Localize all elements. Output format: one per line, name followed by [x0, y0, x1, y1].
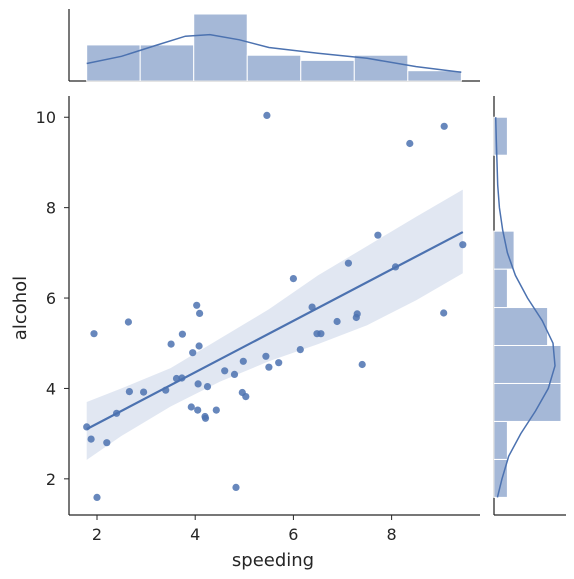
data-point: [344, 259, 352, 267]
data-point: [196, 309, 204, 317]
marginal-y-bar: [493, 382, 562, 422]
data-point: [440, 122, 448, 130]
data-point: [189, 349, 197, 357]
data-point: [194, 406, 202, 414]
marginal-x-bar: [407, 70, 462, 82]
marginal-y-bar: [493, 420, 508, 460]
data-point: [93, 493, 101, 501]
data-point: [262, 352, 270, 360]
x-tick-label: 4: [190, 525, 200, 544]
data-point: [406, 139, 414, 148]
marginal-y-histogram: [493, 116, 562, 498]
data-point: [232, 483, 240, 491]
data-point: [459, 241, 467, 249]
marginal-x-kde-curve: [86, 33, 462, 73]
data-point: [265, 363, 273, 371]
marginal-x-bar: [353, 54, 409, 82]
data-point: [187, 403, 195, 411]
data-point: [125, 388, 133, 396]
data-point: [140, 388, 148, 396]
x-tick-label: 8: [387, 525, 397, 544]
y-tick-label: 2: [46, 470, 56, 489]
x-tick-label: 2: [92, 525, 102, 544]
y-tick-label: 10: [36, 108, 56, 127]
marginal-x-histogram: [86, 13, 462, 82]
marginal-x-bar: [86, 44, 141, 82]
data-point: [87, 435, 95, 443]
data-point: [193, 301, 201, 309]
data-point: [212, 406, 220, 414]
x-axis-ticks: 2 4 6 8: [92, 515, 397, 544]
marginal-y-bar: [493, 307, 549, 347]
data-point: [263, 111, 271, 119]
marginal-x-bar: [246, 54, 302, 82]
data-point: [178, 330, 186, 338]
y-tick-label: 4: [46, 379, 56, 398]
data-point: [242, 393, 250, 401]
data-point: [194, 380, 202, 388]
marginal-y-bar: [493, 268, 508, 309]
y-axis-label: alcohol: [10, 276, 31, 340]
data-point: [230, 370, 239, 378]
regression-line-group: [86, 231, 464, 431]
data-point: [275, 359, 283, 367]
data-point: [358, 360, 366, 369]
data-point: [90, 330, 98, 338]
data-point: [167, 340, 175, 348]
y-tick-label: 8: [46, 199, 56, 218]
marginal-y-bar: [493, 116, 508, 156]
data-point: [333, 317, 341, 326]
marginal-x-bar: [193, 13, 248, 82]
data-point: [296, 346, 304, 354]
marginal-y-kde-curve: [494, 117, 556, 498]
x-axis-label: speeding: [232, 550, 314, 571]
data-point: [353, 310, 361, 318]
data-point: [201, 414, 210, 422]
regression-line: [86, 231, 464, 431]
data-point: [221, 367, 229, 375]
marginal-x-bar: [300, 59, 355, 82]
y-tick-label: 6: [46, 289, 56, 308]
data-point: [440, 309, 448, 317]
data-point: [203, 383, 212, 391]
confidence-band: [86, 189, 463, 460]
x-tick-label: 6: [288, 525, 298, 544]
data-point: [195, 342, 203, 350]
data-point: [103, 439, 111, 447]
data-point: [289, 275, 297, 283]
data-point: [239, 357, 247, 365]
y-axis-ticks: 2 4 6 8 10: [36, 108, 69, 489]
data-point: [124, 318, 132, 326]
marginal-x-bar: [139, 44, 195, 82]
joint-axes-frame: [68, 9, 566, 516]
confidence-band-area: [86, 189, 463, 460]
data-point: [374, 231, 382, 239]
data-point: [317, 330, 325, 338]
